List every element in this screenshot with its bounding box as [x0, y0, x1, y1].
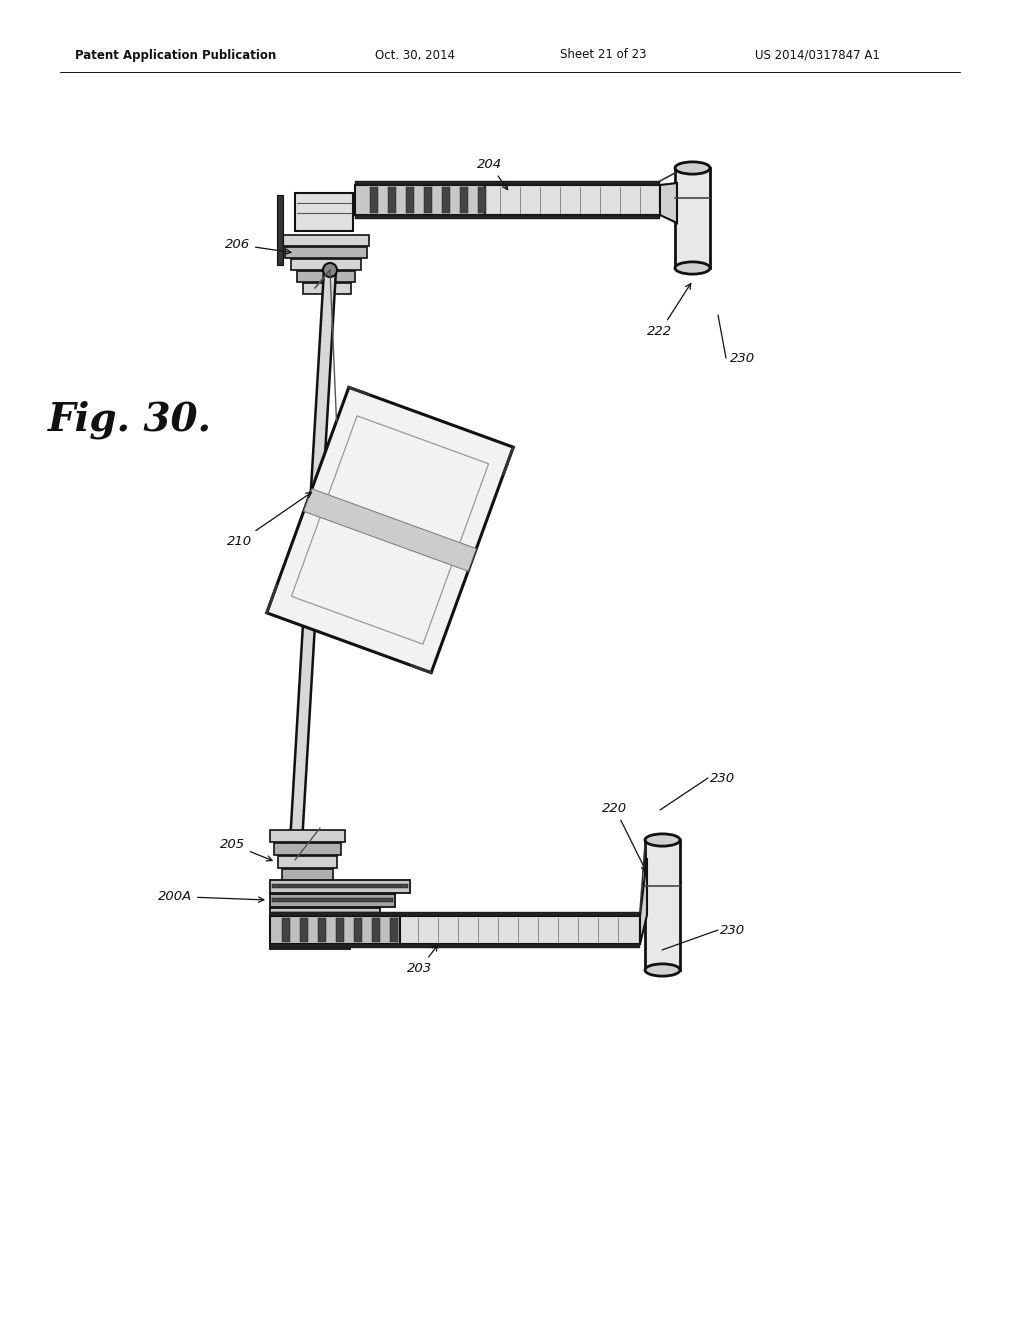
Bar — [355, 185, 485, 215]
Ellipse shape — [675, 261, 710, 275]
Polygon shape — [660, 183, 677, 223]
Bar — [675, 168, 710, 268]
Bar — [300, 917, 308, 942]
Text: Sheet 21 of 23: Sheet 21 of 23 — [560, 49, 646, 62]
Bar — [424, 187, 432, 213]
Bar — [478, 187, 486, 213]
Bar — [354, 917, 362, 942]
Bar — [272, 912, 378, 916]
Text: US 2014/0317847 A1: US 2014/0317847 A1 — [755, 49, 880, 62]
Polygon shape — [640, 858, 647, 944]
Bar — [390, 917, 398, 942]
Text: 230: 230 — [730, 351, 755, 364]
Bar — [278, 195, 283, 265]
Text: 206: 206 — [225, 238, 291, 255]
Bar — [270, 921, 365, 935]
Text: 203: 203 — [408, 945, 437, 975]
Text: 204: 204 — [477, 158, 508, 190]
Bar — [372, 917, 380, 942]
Text: 230: 230 — [710, 771, 735, 784]
Bar — [270, 894, 395, 907]
Text: Fig. 30.: Fig. 30. — [48, 401, 212, 440]
Bar — [303, 282, 351, 294]
Bar — [460, 187, 468, 213]
Bar — [270, 908, 380, 921]
Bar — [355, 215, 660, 219]
Text: 210: 210 — [227, 492, 311, 548]
Bar — [285, 247, 367, 257]
Bar — [282, 869, 333, 880]
Bar — [291, 259, 361, 271]
Bar — [272, 884, 408, 888]
Polygon shape — [304, 488, 476, 572]
Bar — [297, 271, 355, 282]
Bar — [270, 830, 345, 842]
Text: 230: 230 — [720, 924, 745, 936]
Bar — [272, 927, 362, 931]
Bar — [270, 916, 400, 944]
Bar — [270, 936, 350, 949]
Bar — [278, 855, 337, 869]
Bar — [406, 187, 414, 213]
Bar — [336, 917, 344, 942]
Bar — [270, 912, 640, 916]
Text: 205: 205 — [220, 838, 272, 861]
Ellipse shape — [288, 853, 302, 867]
Ellipse shape — [675, 162, 710, 174]
Text: 222: 222 — [647, 284, 691, 338]
Text: Patent Application Publication: Patent Application Publication — [75, 49, 276, 62]
Bar — [485, 185, 660, 215]
Polygon shape — [266, 387, 513, 673]
Ellipse shape — [323, 263, 337, 277]
Bar — [295, 193, 353, 231]
Bar — [645, 840, 680, 970]
Text: 200A: 200A — [158, 890, 264, 903]
Bar — [272, 898, 393, 902]
Bar — [370, 187, 378, 213]
Bar — [282, 917, 290, 942]
Bar — [388, 187, 396, 213]
Ellipse shape — [645, 964, 680, 975]
Bar — [400, 916, 640, 944]
Text: 220: 220 — [602, 803, 646, 871]
Bar — [274, 843, 341, 855]
Bar — [355, 181, 660, 185]
Text: Oct. 30, 2014: Oct. 30, 2014 — [375, 49, 455, 62]
Bar — [270, 880, 410, 894]
Bar — [279, 235, 369, 246]
Bar — [270, 944, 640, 948]
Bar — [318, 917, 326, 942]
Bar — [442, 187, 450, 213]
Ellipse shape — [645, 834, 680, 846]
Polygon shape — [289, 269, 336, 861]
